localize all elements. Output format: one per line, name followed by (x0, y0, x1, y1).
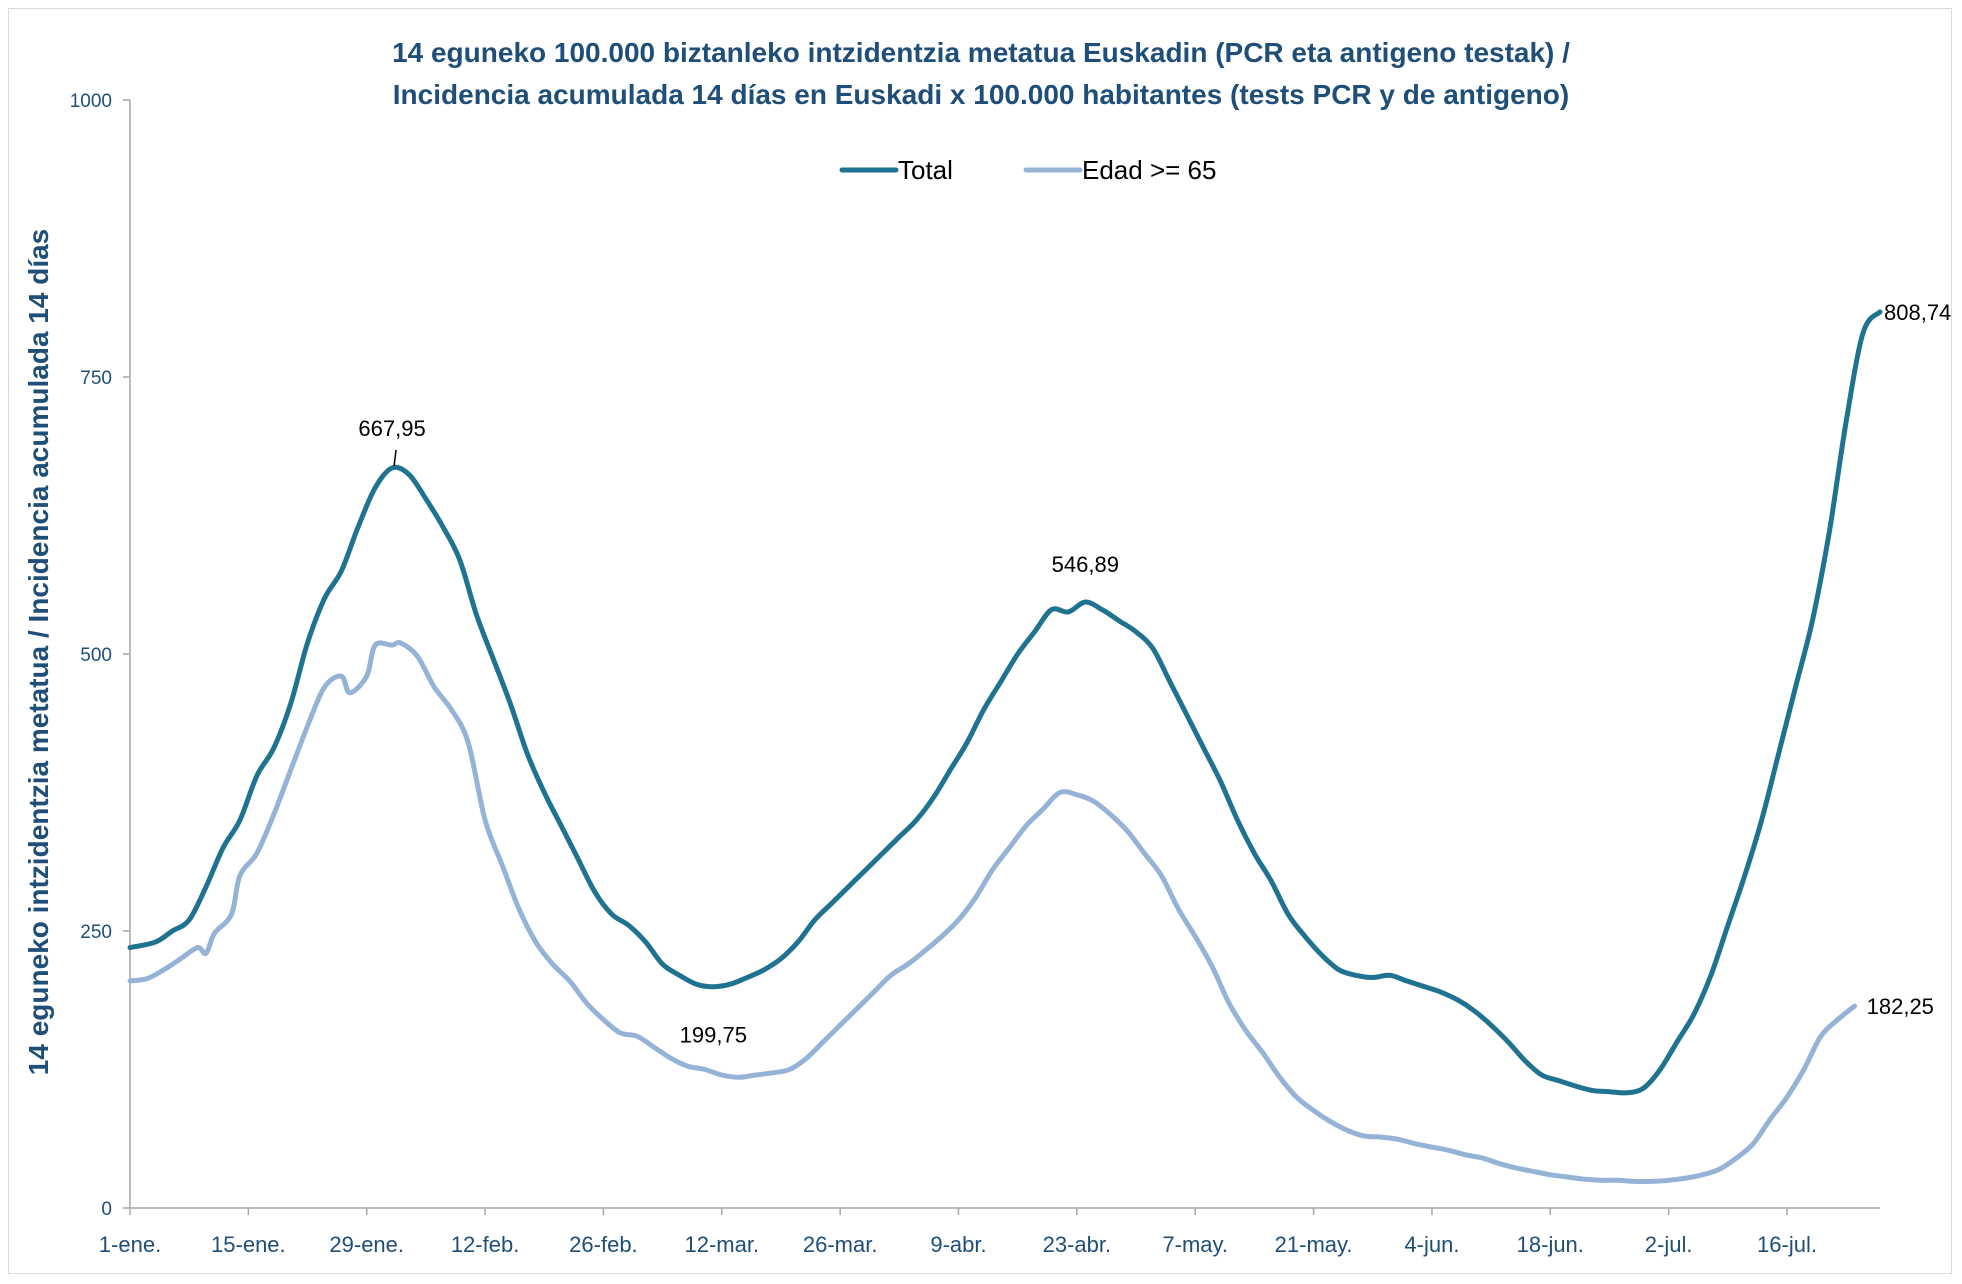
chart-frame (8, 8, 1952, 1274)
data-label: 667,95 (358, 416, 425, 441)
legend: Total Edad >= 65 (839, 155, 1216, 185)
y-tick-label: 750 (80, 368, 112, 389)
x-tick-label: 23-abr. (1043, 1232, 1112, 1257)
x-tick-label: 29-ene. (329, 1232, 404, 1257)
x-tick-label: 21-may. (1275, 1232, 1353, 1257)
y-axis-label: 14 eguneko intzidentzia metatua / Incide… (23, 229, 54, 1075)
x-tick-label: 15-ene. (211, 1232, 286, 1257)
data-labels: 667,95 199,75 546,89 808,74 182,25 (358, 300, 1951, 1048)
legend-label-total: Total (898, 155, 953, 185)
data-label-leader (393, 449, 397, 467)
axes: 0 250 500 750 1000 1-ene. 15-ene. 29-ene. 12-feb… (70, 91, 1880, 1257)
chart-title-line1: 14 eguneko 100.000 biztanleko intzidentz… (392, 37, 1570, 68)
series-layer (127, 309, 1883, 1185)
x-tick-label: 12-feb. (451, 1232, 520, 1257)
x-tick-label: 2-jul. (1645, 1232, 1693, 1257)
legend-label-65plus: Edad >= 65 (1082, 155, 1216, 185)
series-line-65plus (127, 639, 1858, 1185)
data-label: 808,74 (1884, 300, 1951, 325)
x-tick-label: 7-may. (1162, 1232, 1228, 1257)
y-tick-label: 0 (101, 1199, 112, 1220)
y-tick-label: 250 (80, 922, 112, 943)
x-tick-label: 16-jul. (1757, 1232, 1817, 1257)
x-tick-label: 4-jun. (1404, 1232, 1459, 1257)
x-tick-label: 18-jun. (1517, 1232, 1584, 1257)
data-label: 182,25 (1867, 994, 1934, 1019)
x-tick-label: 26-feb. (569, 1232, 638, 1257)
x-tick-label: 9-abr. (930, 1232, 986, 1257)
y-tick-label: 1000 (70, 91, 112, 112)
chart-title-line2: Incidencia acumulada 14 días en Euskadi … (393, 79, 1569, 110)
x-tick-label: 26-mar. (803, 1232, 878, 1257)
x-tick-label: 12-mar. (684, 1232, 759, 1257)
data-label: 199,75 (680, 1023, 747, 1048)
series-line-total (127, 309, 1883, 1096)
data-label: 546,89 (1052, 552, 1119, 577)
y-tick-label: 500 (80, 645, 112, 666)
x-tick-label: 1-ene. (99, 1232, 161, 1257)
